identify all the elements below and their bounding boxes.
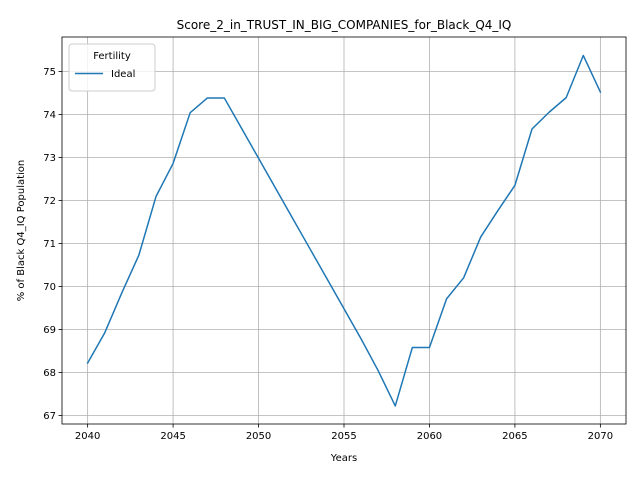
data-point	[377, 369, 380, 372]
y-tick-label: 68	[43, 368, 56, 379]
data-point	[223, 97, 226, 100]
x-tick-label: 2040	[75, 431, 100, 442]
y-tick-label: 75	[43, 67, 56, 78]
series-line-ideal	[86, 54, 602, 407]
x-tick-label: 2060	[417, 431, 442, 442]
data-point	[206, 97, 209, 100]
data-point	[274, 187, 277, 190]
legend-title: Fertility	[93, 51, 131, 62]
data-point	[582, 54, 585, 57]
legend-box	[68, 43, 156, 92]
data-point	[565, 96, 568, 99]
data-point	[548, 111, 551, 114]
x-tick-label: 2045	[160, 431, 185, 442]
data-point	[343, 307, 346, 310]
data-point	[120, 291, 123, 294]
data-point	[428, 346, 431, 349]
y-tick-label: 70	[43, 282, 56, 293]
data-point	[308, 247, 311, 250]
data-point	[411, 346, 414, 349]
x-tick-label: 2055	[331, 431, 356, 442]
y-tick-label: 69	[43, 325, 56, 336]
data-point	[462, 276, 465, 279]
grid-lines	[62, 37, 626, 424]
data-point	[445, 297, 448, 300]
x-axis: 2040 2045 2050 2055 2060 2065 2070	[75, 424, 613, 442]
series-layer	[86, 54, 602, 407]
y-tick-label: 67	[43, 411, 56, 422]
data-point	[513, 184, 516, 187]
data-point	[496, 209, 499, 212]
y-axis: 67 68 69 70 71 72 73 74 75	[43, 67, 62, 422]
data-point	[240, 127, 243, 130]
legend-label: Ideal	[111, 69, 135, 80]
x-tick-label: 2065	[502, 431, 527, 442]
data-point	[394, 404, 397, 407]
y-tick-label: 73	[43, 153, 56, 164]
data-point	[103, 331, 106, 334]
y-tick-label: 71	[43, 239, 56, 250]
data-point	[360, 337, 363, 340]
data-point	[189, 111, 192, 114]
y-axis-label: % of Black Q4_IQ Population	[16, 160, 27, 302]
x-axis-label: Years	[330, 453, 357, 464]
y-tick-label: 74	[43, 110, 56, 121]
data-point	[172, 162, 175, 165]
chart-title: Score_2_in_TRUST_IN_BIG_COMPANIES_for_Bl…	[177, 18, 512, 32]
data-point	[325, 277, 328, 280]
legend-entries: Ideal	[75, 69, 135, 80]
data-point	[599, 91, 602, 94]
data-point	[291, 217, 294, 220]
data-point	[155, 195, 158, 198]
data-point	[137, 254, 140, 257]
x-tick-label: 2050	[246, 431, 271, 442]
data-point	[479, 235, 482, 238]
y-tick-label: 72	[43, 196, 56, 207]
legend: Fertility Ideal	[68, 43, 156, 92]
data-point	[531, 128, 534, 131]
data-point	[86, 361, 89, 364]
data-point	[257, 157, 260, 160]
x-tick-label: 2070	[588, 431, 613, 442]
